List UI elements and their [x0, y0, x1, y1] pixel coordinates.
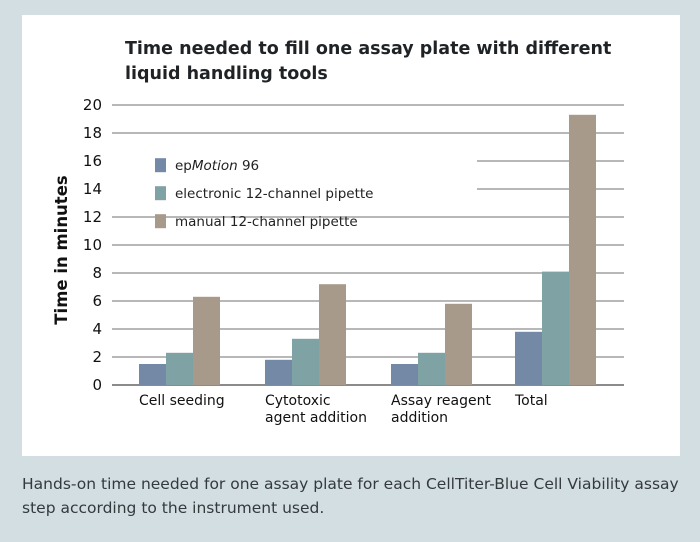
x-category-label: addition: [391, 410, 448, 426]
x-category-label: Total: [514, 393, 548, 409]
legend-label-italic: Motion: [192, 158, 238, 174]
chart-title-line: Time needed to fill one assay plate with…: [125, 39, 611, 59]
y-tick-label: 14: [83, 180, 102, 198]
bar: [139, 364, 166, 385]
x-category-label: Cell seeding: [139, 393, 225, 409]
y-tick-label: 6: [92, 292, 102, 310]
bar: [193, 296, 220, 385]
legend-label: epMotion 96: [175, 158, 259, 174]
y-tick-label: 20: [83, 96, 102, 114]
bar: [319, 284, 346, 385]
y-tick-label: 2: [92, 348, 102, 366]
bar: [292, 338, 319, 385]
bar-chart: Time needed to fill one assay plate with…: [52, 39, 624, 426]
legend-label: electronic 12-channel pipette: [175, 186, 373, 202]
legend-label: manual 12-channel pipette: [175, 214, 358, 230]
figure-caption: Hands-on time needed for one assay plate…: [22, 475, 679, 517]
y-tick-label: 16: [83, 152, 102, 170]
bar: [542, 271, 569, 385]
legend-label-suffix: 96: [238, 158, 259, 174]
legend-swatch: [155, 158, 166, 173]
y-tick-label: 18: [83, 124, 102, 142]
y-axis-label: Time in minutes: [52, 175, 71, 325]
bar: [391, 364, 418, 385]
x-category-label: Assay reagent: [391, 393, 491, 409]
y-tick-label: 4: [92, 320, 102, 338]
legend-label-prefix: ep: [175, 158, 192, 174]
x-category-label: agent addition: [265, 410, 367, 426]
y-tick-label: 10: [83, 236, 102, 254]
bar: [569, 114, 596, 386]
chart-title-line: liquid handling tools: [125, 64, 328, 84]
y-tick-label: 12: [83, 208, 102, 226]
bar: [265, 359, 292, 385]
legend-swatch: [155, 214, 166, 229]
chart-panel: Time needed to fill one assay plate with…: [22, 15, 680, 456]
bar: [445, 303, 472, 385]
legend-swatch: [155, 186, 166, 201]
bar: [515, 331, 542, 385]
bar: [166, 352, 193, 385]
x-category-label: Cytotoxic: [265, 393, 331, 409]
bar: [418, 352, 445, 385]
y-tick-label: 8: [92, 264, 102, 282]
y-tick-label: 0: [92, 376, 102, 394]
